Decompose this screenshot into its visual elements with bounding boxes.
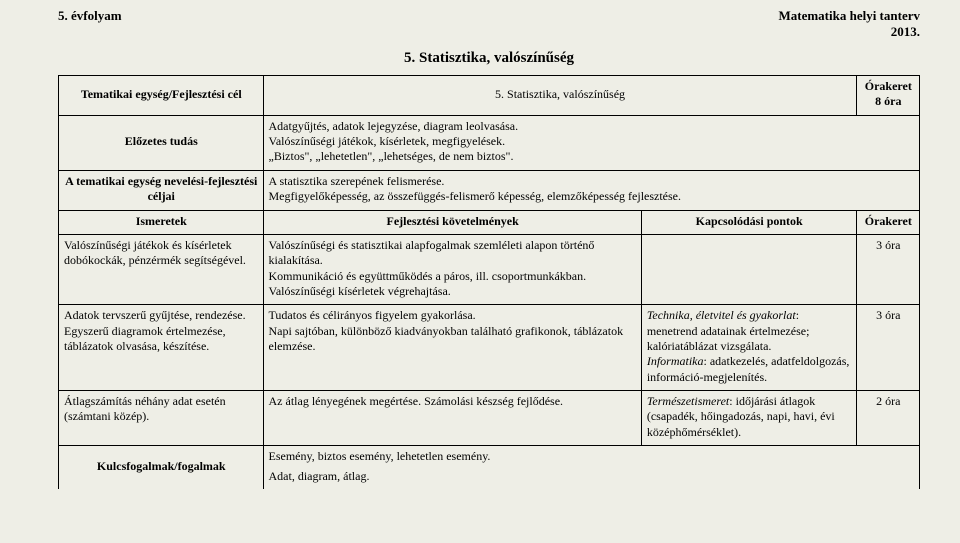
table-row: Előzetes tudás Adatgyűjtés, adatok lejeg… <box>59 115 920 170</box>
cell-keyterms-value: Esemény, biztos esemény, lehetetlen esem… <box>263 446 920 489</box>
curriculum-table: Tematikai egység/Fejlesztési cél 5. Stat… <box>58 75 920 489</box>
cell-hours: 3 óra <box>856 234 919 304</box>
cell-keyterms-label: Kulcsfogalmak/fogalmak <box>59 446 264 489</box>
table-row: Valószínűségi játékok és kísérletek dobó… <box>59 234 920 304</box>
cell: Technika, életvitel és gyakorlat: menetr… <box>641 305 856 391</box>
link-informatika: Informatika <box>647 354 704 368</box>
cell: Valószínűségi játékok és kísérletek dobó… <box>59 234 264 304</box>
header-left: 5. évfolyam <box>58 8 122 40</box>
cell: Adatok tervszerű gyűjtése, rendezése. Eg… <box>59 305 264 391</box>
header-right: Matematika helyi tanterv 2013. <box>778 8 920 40</box>
cell: Tudatos és célirányos figyelem gyakorlás… <box>263 305 641 391</box>
cell-topic-label: Tematikai egység/Fejlesztési cél <box>59 76 264 116</box>
timeframe-label: Órakeret <box>865 79 912 93</box>
header-right-line1: Matematika helyi tanterv <box>778 8 920 24</box>
cell: Az átlag lényegének megértése. Számolási… <box>263 391 641 446</box>
cell-timeframe: Órakeret 8 óra <box>856 76 919 116</box>
link-technika: Technika, életvitel és gyakorlat <box>647 308 796 322</box>
cell: Átlagszámítás néhány adat esetén (számta… <box>59 391 264 446</box>
table-row: Adatok tervszerű gyűjtése, rendezése. Eg… <box>59 305 920 391</box>
col-header-fejlesztesi: Fejlesztési követelmények <box>263 210 641 234</box>
header-right-line2: 2013. <box>778 24 920 40</box>
col-header-ismeretek: Ismeretek <box>59 210 264 234</box>
cell-prereq-value: Adatgyűjtés, adatok lejegyzése, diagram … <box>263 115 920 170</box>
keyterms-line2: Adat, diagram, átlag. <box>269 469 916 484</box>
table-row: A tematikai egység nevelési-fejlesztési … <box>59 170 920 210</box>
cell-hours: 3 óra <box>856 305 919 391</box>
table-row-headers: Ismeretek Fejlesztési követelmények Kapc… <box>59 210 920 234</box>
cell-prereq-label: Előzetes tudás <box>59 115 264 170</box>
cell-goals-label: A tematikai egység nevelési-fejlesztési … <box>59 170 264 210</box>
col-header-orakeret: Órakeret <box>856 210 919 234</box>
main-title: 5. Statisztika, valószínűség <box>58 50 920 67</box>
page-header: 5. évfolyam Matematika helyi tanterv 201… <box>58 8 920 40</box>
cell-goals-value: A statisztika szerepének felismerése. Me… <box>263 170 920 210</box>
cell <box>641 234 856 304</box>
cell-topic-value: 5. Statisztika, valószínűség <box>263 76 856 116</box>
link-termeszetismeret: Természetismeret <box>647 394 729 408</box>
timeframe-value: 8 óra <box>875 94 901 108</box>
table-row: Átlagszámítás néhány adat esetén (számta… <box>59 391 920 446</box>
cell-hours: 2 óra <box>856 391 919 446</box>
cell: Valószínűségi és statisztikai alapfogalm… <box>263 234 641 304</box>
keyterms-line1: Esemény, biztos esemény, lehetetlen esem… <box>269 449 916 464</box>
col-header-kapcsolodasi: Kapcsolódási pontok <box>641 210 856 234</box>
table-row: Kulcsfogalmak/fogalmak Esemény, biztos e… <box>59 446 920 489</box>
cell: Természetismeret: időjárási átlagok (csa… <box>641 391 856 446</box>
page: 5. évfolyam Matematika helyi tanterv 201… <box>0 0 960 489</box>
table-row: Tematikai egység/Fejlesztési cél 5. Stat… <box>59 76 920 116</box>
